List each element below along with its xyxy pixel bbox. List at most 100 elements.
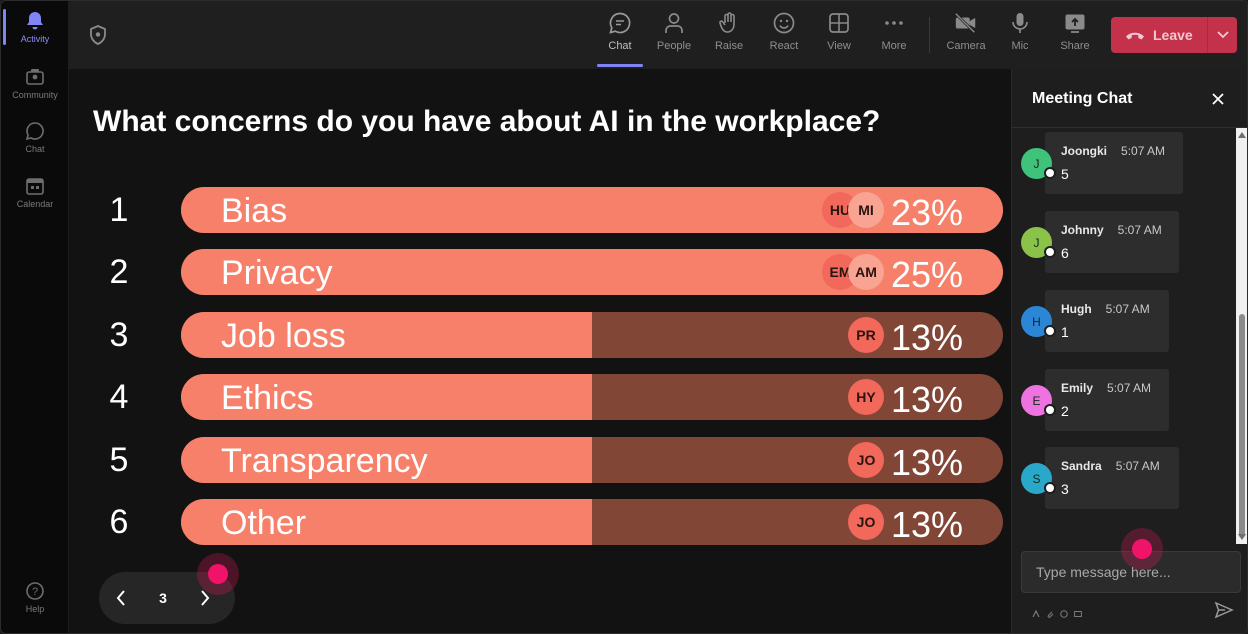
poll-option-label: Ethics [221, 379, 314, 417]
calendar-icon [25, 176, 45, 196]
rail-item-calendar[interactable]: Calendar [1, 166, 69, 218]
app-rail: Activity Community Chat Calendar ? Help [1, 1, 69, 633]
leave-label: Leave [1153, 27, 1193, 43]
voter-avatar: AM [848, 254, 884, 290]
scroll-up-icon[interactable] [1238, 132, 1246, 138]
presence-indicator [1044, 404, 1056, 416]
community-icon [25, 67, 45, 87]
toolbar-react-button[interactable]: React [761, 11, 807, 61]
poll-option-label: Job loss [221, 317, 346, 355]
toolbar-button-label: Camera [946, 40, 986, 52]
toolbar-share-button[interactable]: Share [1052, 11, 1098, 61]
message-text: 1 [1061, 324, 1069, 340]
toolbar-raise-button[interactable]: Raise [706, 11, 752, 61]
poll-bar-fill [181, 499, 592, 545]
poll-percent: 13% [890, 317, 963, 358]
toolbar-button-label: View [827, 40, 851, 52]
shield-icon[interactable] [89, 25, 107, 45]
toolbar-button-label: People [656, 40, 692, 52]
scroll-down-icon[interactable] [1238, 534, 1246, 540]
smiley-icon [772, 11, 796, 35]
scrollbar-thumb[interactable] [1239, 314, 1245, 538]
message-bubble: Emily 5:07 AM 2 [1045, 369, 1169, 431]
leave-button[interactable]: Leave [1111, 17, 1237, 53]
send-icon[interactable] [1214, 600, 1234, 620]
sender-name: Emily [1061, 381, 1094, 395]
emoji-icon[interactable] [1060, 605, 1068, 618]
microphone-icon [1008, 11, 1032, 35]
message-text: 5 [1061, 166, 1069, 182]
message-text: 6 [1061, 245, 1069, 261]
rail-item-label: Activity [20, 34, 50, 44]
gif-icon[interactable] [1074, 605, 1082, 617]
chevron-down-icon[interactable] [1207, 17, 1237, 53]
poll-bar-fill [181, 374, 592, 420]
toolbar-button-label: React [769, 40, 799, 52]
hang-up-icon [1125, 28, 1145, 42]
chat-bubble-icon [25, 121, 45, 141]
toolbar-view-button[interactable]: View [816, 11, 862, 61]
poll-bar: Other 13% JO [181, 499, 1003, 545]
toolbar-camera-button[interactable]: Camera [943, 11, 989, 61]
toolbar-chat-button[interactable]: Chat [597, 11, 643, 67]
presence-indicator [1044, 482, 1056, 494]
close-icon[interactable] [1208, 89, 1228, 109]
poll-row: 4 Ethics 13% HY [69, 374, 1011, 422]
rail-item-help[interactable]: ? Help [1, 571, 69, 623]
poll-percent: 23% [890, 192, 963, 233]
poll-question: What concerns do you have about AI in th… [93, 105, 881, 138]
rail-item-activity[interactable]: Activity [1, 1, 69, 53]
poll-percent: 13% [890, 442, 963, 483]
pointer-highlight [1121, 528, 1163, 570]
message-bubble: Sandra 5:07 AM 3 [1045, 447, 1179, 509]
sender-name: Joongki [1061, 144, 1108, 158]
toolbar-people-button[interactable]: People [651, 11, 697, 61]
toolbar-mic-button[interactable]: Mic [997, 11, 1043, 61]
divider [1012, 127, 1247, 128]
message-text: 3 [1061, 481, 1069, 497]
voter-avatar: JO [848, 442, 884, 478]
rail-item-label: Help [25, 604, 45, 614]
previous-page-button[interactable] [99, 576, 143, 620]
poll-row: 2 Privacy 25% EM AM [69, 249, 1011, 297]
grid-icon [827, 11, 851, 35]
format-icon[interactable] [1032, 605, 1040, 618]
attach-icon[interactable] [1046, 605, 1054, 618]
voter-avatar: MI [848, 192, 884, 228]
next-page-button[interactable] [183, 576, 227, 620]
chat-message: Hugh 5:07 AM 1 H [1012, 290, 1236, 354]
poll-rank: 1 [109, 191, 129, 229]
rail-item-label: Chat [25, 144, 45, 154]
rail-item-label: Community [12, 90, 58, 100]
poll-bar-fill [181, 437, 592, 483]
poll-bar: Privacy 25% EM AM [181, 249, 1003, 295]
voter-avatar: PR [848, 317, 884, 353]
poll-percent: 13% [890, 379, 963, 420]
svg-text:?: ? [32, 586, 38, 598]
chat-message: Joongki 5:07 AM 5 J [1012, 132, 1236, 196]
rail-item-community[interactable]: Community [1, 57, 69, 109]
toolbar-more-button[interactable]: More [871, 11, 917, 61]
chat-message-input[interactable] [1021, 551, 1241, 593]
raise-hand-icon [717, 11, 741, 35]
message-time: 5:07 AM [1121, 144, 1166, 158]
message-time: 5:07 AM [1115, 459, 1160, 473]
format-toolbar [1032, 605, 1082, 618]
chat-title: Meeting Chat [1032, 90, 1133, 107]
rail-item-chat[interactable]: Chat [1, 111, 69, 163]
message-bubble: Johnny 5:07 AM 6 [1045, 211, 1179, 273]
poll-row: 3 Job loss 13% PR [69, 312, 1011, 360]
help-icon: ? [25, 581, 45, 601]
share-screen-icon [1063, 11, 1087, 35]
presence-indicator [1044, 167, 1056, 179]
voter-avatar: JO [848, 504, 884, 540]
poll-bar: Ethics 13% HY [181, 374, 1003, 420]
chat-message: Sandra 5:07 AM 3 S [1012, 447, 1236, 511]
message-bubble: Hugh 5:07 AM 1 [1045, 290, 1169, 352]
avatar[interactable]: E [1021, 385, 1052, 416]
poll-row: 6 Other 13% JO [69, 499, 1011, 547]
chat-scrollbar[interactable] [1236, 128, 1247, 544]
poll-rank: 5 [109, 441, 129, 479]
chat-message-list: Joongki 5:07 AM 5 J Johnny 5:07 AM 6 J Hugh 5:07 … [1012, 128, 1236, 544]
